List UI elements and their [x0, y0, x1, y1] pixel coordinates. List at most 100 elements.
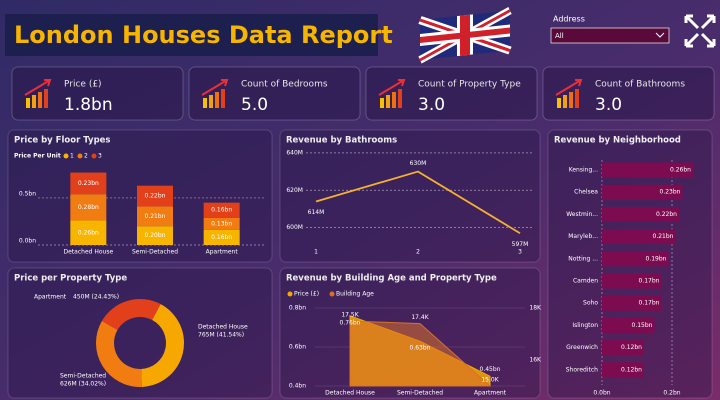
chart-title: Price by Floor Types [14, 136, 110, 146]
data-label: 0.76bn [340, 319, 361, 326]
bar-segment [70, 220, 107, 245]
bar-segment [137, 185, 173, 207]
bar-value-label: 0.17bn [639, 300, 660, 307]
x-tick-label: Apartment [474, 390, 507, 397]
x-tick-label: Detached House [325, 390, 375, 397]
data-label: 0.45bn [480, 366, 501, 373]
y-tick-label: Kensing... [569, 167, 598, 174]
card-icon-bar [215, 92, 219, 108]
legend-dot [329, 291, 335, 297]
x-tick-label: Detached House [64, 249, 114, 256]
report-title: London Houses Data Report [14, 21, 393, 49]
y-tick-label: 600M [286, 224, 303, 231]
filter-dropdown[interactable] [550, 27, 670, 44]
fullscreen-icon[interactable] [684, 14, 716, 48]
slice-value-label: 765M (41.54%) [198, 332, 244, 339]
data-label: 17.4K [411, 314, 429, 321]
filter-label: Address [553, 15, 585, 24]
legend-label: 1 [70, 153, 74, 160]
legend-dot [287, 291, 293, 297]
card-icon-arrow [555, 79, 583, 96]
donut-slice [101, 299, 161, 330]
kpi-card [365, 66, 538, 121]
bar-value-label: 0.15bn [632, 322, 653, 329]
y-tick-label: Camden [573, 278, 598, 285]
card-label: Count of Property Type [418, 80, 521, 90]
filter-value: All [555, 32, 564, 40]
card-icon-bar [32, 95, 36, 108]
y-tick-label: 640M [286, 149, 303, 156]
x-tick-label: 1 [314, 249, 318, 256]
y-tick-label: 0.5bn [19, 190, 36, 197]
card-icon-bar [392, 92, 396, 108]
chart-title: Revenue by Neighborhood [554, 136, 681, 146]
area [349, 320, 492, 387]
bar-value-label: 0.21bn [653, 233, 674, 240]
card-icon-arrow [201, 79, 229, 96]
bar-value-label: 0.16bn [211, 234, 232, 241]
data-label: 614M [308, 209, 325, 216]
y-tick-label: Chelsea [574, 189, 598, 196]
y-tick-label: Islington [572, 322, 598, 329]
bar [602, 184, 683, 200]
bar-value-label: 0.28bn [78, 204, 99, 211]
legend-title: Price Per Unit [14, 153, 61, 160]
y-tick-label: Notting ... [568, 255, 598, 262]
legend-label: Price (£) [294, 291, 319, 298]
bar-value-label: 0.19bn [646, 255, 667, 262]
bar-value-label: 0.23bn [78, 180, 99, 187]
card-value: 1.8bn [64, 95, 113, 115]
card-icon-bar [569, 92, 573, 108]
dropdown-chevron [655, 32, 665, 38]
chart-panel [279, 129, 541, 263]
title-box [5, 14, 378, 56]
bar-value-label: 0.13bn [211, 220, 232, 227]
bar [602, 251, 669, 267]
donut-slice [141, 304, 184, 387]
x-tick-label: 2 [416, 249, 420, 256]
legend-label: 2 [84, 153, 88, 160]
data-label: 0.63bn [410, 345, 431, 352]
y-tick-label: 0.4bn [289, 383, 306, 390]
card-label: Count of Bedrooms [241, 80, 328, 90]
y-tick-label: Soho [583, 300, 598, 307]
bar-segment [203, 202, 240, 218]
legend-dot [63, 153, 69, 159]
y2-tick-label: 18K [529, 305, 542, 312]
card-icon-bar [380, 98, 384, 108]
legend-dot [77, 153, 83, 159]
card-icon-arrow [24, 79, 52, 96]
data-label: 15.0K [481, 377, 499, 384]
chart-title: Price per Property Type [14, 274, 127, 284]
slice-value-label: 626M (34.02%) [60, 381, 106, 388]
chart-title: Revenue by Bathrooms [286, 136, 397, 146]
line [315, 170, 521, 235]
bar-segment [70, 172, 107, 195]
kpi-card [188, 66, 361, 121]
y-tick-label: 0.0bn [19, 238, 36, 245]
card-label: Count of Bathrooms [595, 80, 685, 90]
x-tick-label: Semi-Detached [397, 390, 443, 397]
donut-slice [96, 321, 142, 387]
card-label: Price (£) [64, 80, 102, 90]
bar-segment [203, 229, 240, 245]
y2-tick-label: 16K [529, 357, 542, 364]
data-label: 17.5K [341, 312, 359, 319]
bar [602, 162, 693, 178]
kpi-card [11, 66, 184, 121]
card-icon-bar [386, 95, 390, 108]
card-value: 3.0 [595, 95, 622, 115]
bar-value-label: 0.21bn [145, 213, 166, 220]
bar [602, 273, 662, 289]
bar-value-label: 0.22bn [145, 193, 166, 200]
chart-panel [7, 267, 273, 399]
card-icon-bar [203, 98, 207, 108]
bar [602, 362, 644, 378]
bar [602, 206, 679, 222]
bar-value-label: 0.16bn [211, 207, 232, 214]
data-label: 597M [512, 241, 529, 248]
y-tick-label: 0.8bn [289, 305, 306, 312]
x-tick-label: 3 [518, 249, 522, 256]
bar-value-label: 0.22bn [656, 211, 677, 218]
